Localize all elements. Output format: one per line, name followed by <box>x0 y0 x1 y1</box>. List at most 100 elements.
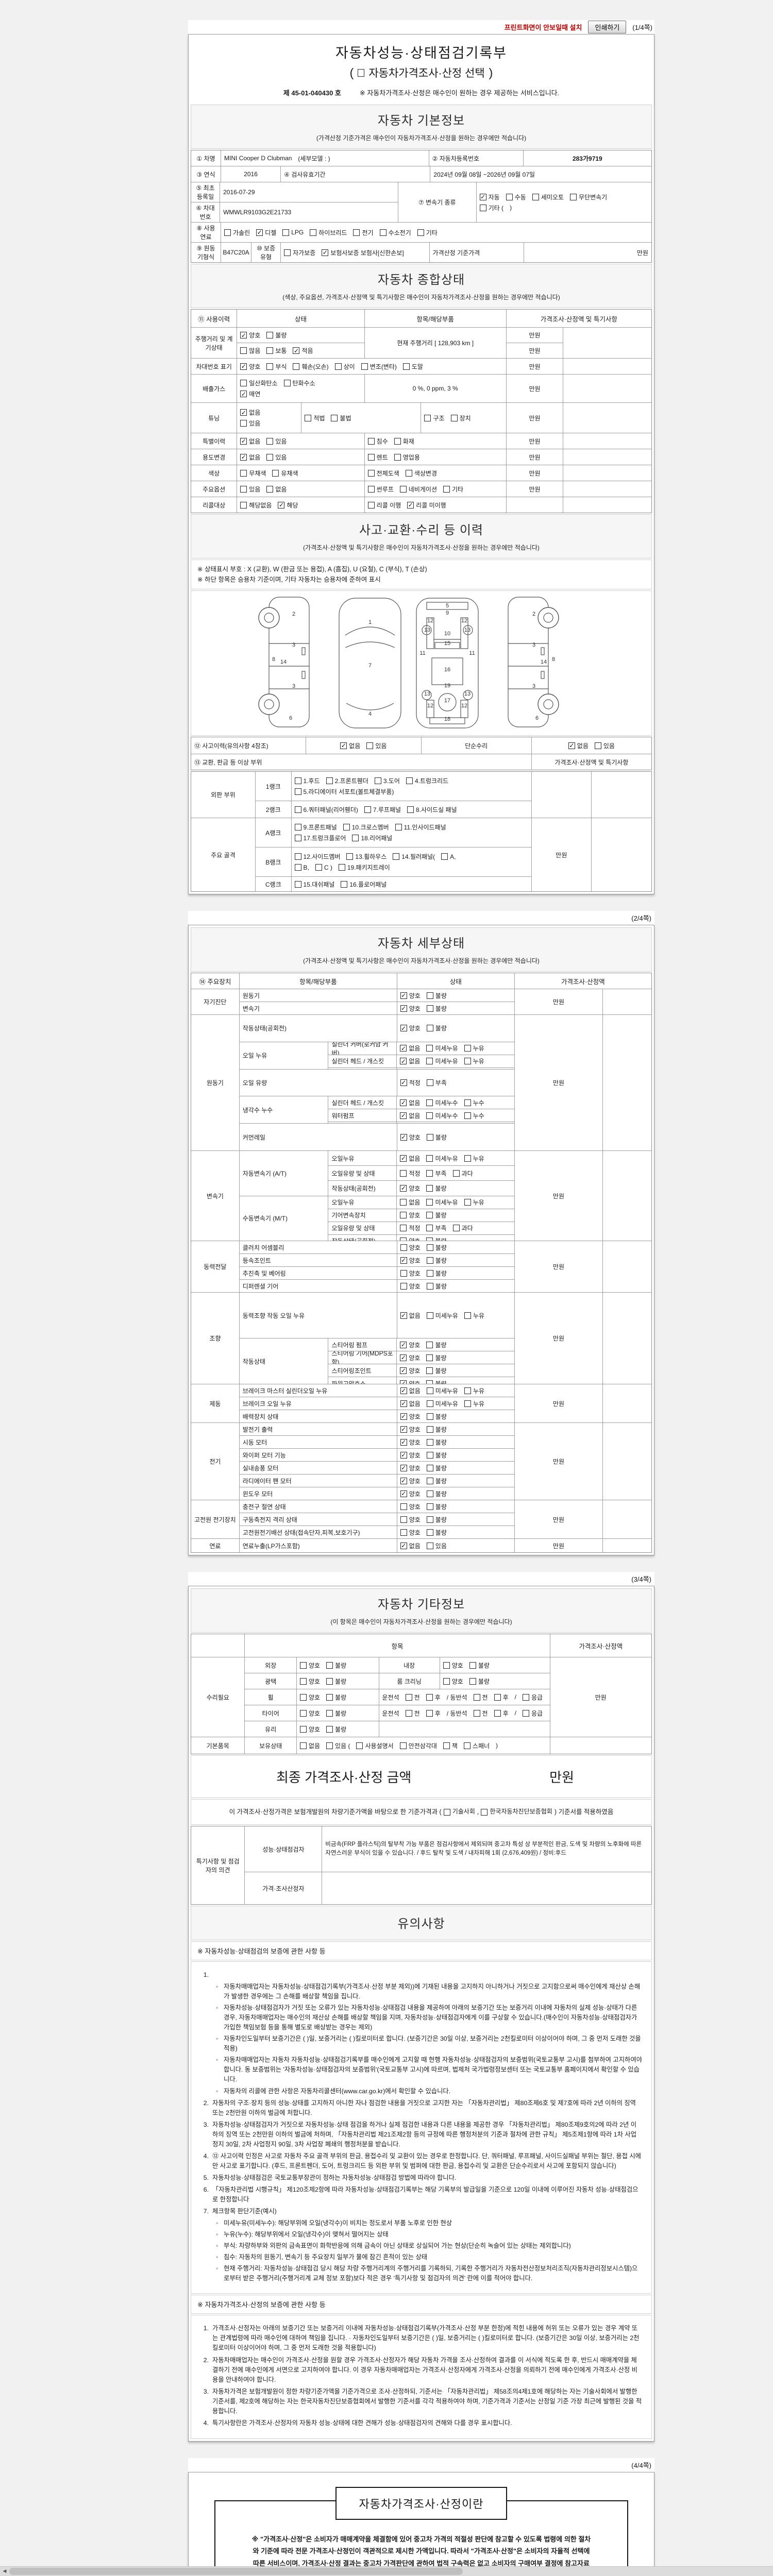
checkbox[interactable] <box>570 193 577 200</box>
checkbox[interactable] <box>400 1238 407 1241</box>
checkbox[interactable] <box>469 1662 476 1669</box>
checkbox[interactable] <box>266 347 274 354</box>
checkbox[interactable] <box>399 1742 407 1749</box>
checkbox[interactable] <box>426 1529 433 1536</box>
checkbox[interactable] <box>240 453 247 461</box>
checkbox[interactable] <box>400 1269 407 1277</box>
checkbox[interactable] <box>240 437 247 445</box>
checkbox[interactable] <box>400 1477 407 1484</box>
checkbox[interactable] <box>326 1725 333 1733</box>
scroll-left-arrow-icon[interactable]: ◀ <box>3 2568 7 2573</box>
checkbox[interactable] <box>464 1199 471 1206</box>
checkbox[interactable] <box>426 1413 433 1420</box>
checkbox[interactable] <box>426 1025 433 1032</box>
checkbox[interactable] <box>426 1155 433 1162</box>
checkbox[interactable] <box>464 1155 471 1162</box>
checkbox[interactable] <box>400 1170 407 1177</box>
checkbox[interactable] <box>367 437 375 445</box>
checkbox[interactable] <box>426 992 433 999</box>
checkbox[interactable] <box>266 363 274 370</box>
checkbox[interactable] <box>426 1490 433 1497</box>
checkbox[interactable] <box>481 1808 488 1816</box>
checkbox[interactable] <box>340 742 347 749</box>
checkbox[interactable] <box>479 204 486 211</box>
checkbox[interactable] <box>450 414 458 421</box>
checkbox[interactable] <box>426 1438 433 1446</box>
checkbox[interactable] <box>240 485 247 493</box>
checkbox[interactable] <box>479 193 486 200</box>
checkbox[interactable] <box>426 1133 433 1141</box>
checkbox[interactable] <box>426 1693 433 1701</box>
checkbox[interactable] <box>473 1709 480 1717</box>
checkbox[interactable] <box>506 193 513 200</box>
checkbox[interactable] <box>400 1490 407 1497</box>
checkbox[interactable] <box>426 1058 433 1065</box>
checkbox[interactable] <box>353 229 360 236</box>
checkbox[interactable] <box>367 453 375 461</box>
checkbox[interactable] <box>367 469 375 477</box>
checkbox[interactable] <box>294 824 301 831</box>
checkbox[interactable] <box>407 501 414 509</box>
checkbox[interactable] <box>400 1367 407 1374</box>
checkbox[interactable] <box>338 864 345 871</box>
checkbox[interactable] <box>443 1677 450 1685</box>
checkbox[interactable] <box>240 501 247 509</box>
checkbox[interactable] <box>452 1170 460 1177</box>
checkbox[interactable] <box>469 1677 476 1685</box>
checkbox[interactable] <box>352 835 359 841</box>
checkbox[interactable] <box>240 380 247 386</box>
checkbox[interactable] <box>240 347 247 354</box>
checkbox[interactable] <box>326 777 333 784</box>
checkbox[interactable] <box>522 1709 529 1717</box>
checkbox[interactable] <box>310 229 317 236</box>
checkbox[interactable] <box>400 1212 407 1218</box>
checkbox[interactable] <box>426 1367 433 1374</box>
checkbox[interactable] <box>294 788 301 795</box>
checkbox[interactable] <box>367 501 375 509</box>
checkbox[interactable] <box>400 1005 407 1012</box>
checkbox[interactable] <box>343 824 350 831</box>
checkbox[interactable] <box>426 1269 433 1277</box>
checkbox[interactable] <box>293 363 300 370</box>
checkbox[interactable] <box>426 1464 433 1471</box>
checkbox[interactable] <box>400 1438 407 1446</box>
checkbox[interactable] <box>494 1693 501 1701</box>
checkbox[interactable] <box>399 485 407 493</box>
checkbox[interactable] <box>426 1170 433 1177</box>
checkbox[interactable] <box>463 1742 470 1749</box>
checkbox[interactable] <box>405 1709 412 1717</box>
checkbox[interactable] <box>522 1693 529 1701</box>
checkbox[interactable] <box>346 853 354 860</box>
checkbox[interactable] <box>532 193 539 200</box>
checkbox[interactable] <box>266 485 274 493</box>
checkbox[interactable] <box>294 777 301 784</box>
checkbox[interactable] <box>266 437 274 445</box>
checkbox[interactable] <box>426 1184 433 1192</box>
checkbox[interactable] <box>464 1400 471 1407</box>
checkbox[interactable] <box>405 1693 412 1701</box>
checkbox[interactable] <box>426 1516 433 1523</box>
checkbox[interactable] <box>400 1058 407 1065</box>
checkbox[interactable] <box>426 1709 433 1717</box>
checkbox[interactable] <box>400 1079 407 1086</box>
install-hint-link[interactable]: 프린트화면이 안보일때 설치 <box>504 24 582 31</box>
checkbox[interactable] <box>426 1112 433 1119</box>
checkbox[interactable] <box>400 1244 407 1251</box>
checkbox[interactable] <box>266 453 274 461</box>
checkbox[interactable] <box>240 409 247 416</box>
checkbox[interactable] <box>402 363 410 370</box>
checkbox[interactable] <box>426 1542 433 1549</box>
checkbox[interactable] <box>341 880 348 888</box>
checkbox[interactable] <box>426 1341 433 1348</box>
checkbox[interactable] <box>426 1503 433 1510</box>
checkbox[interactable] <box>278 501 285 509</box>
checkbox[interactable] <box>426 1212 433 1218</box>
checkbox[interactable] <box>426 1387 433 1394</box>
checkbox[interactable] <box>400 1257 407 1264</box>
checkbox[interactable] <box>400 1354 407 1361</box>
checkbox[interactable] <box>426 1244 433 1251</box>
checkbox[interactable] <box>299 1662 307 1669</box>
checkbox[interactable] <box>400 1387 407 1394</box>
checkbox[interactable] <box>426 1354 433 1361</box>
checkbox[interactable] <box>424 414 431 421</box>
